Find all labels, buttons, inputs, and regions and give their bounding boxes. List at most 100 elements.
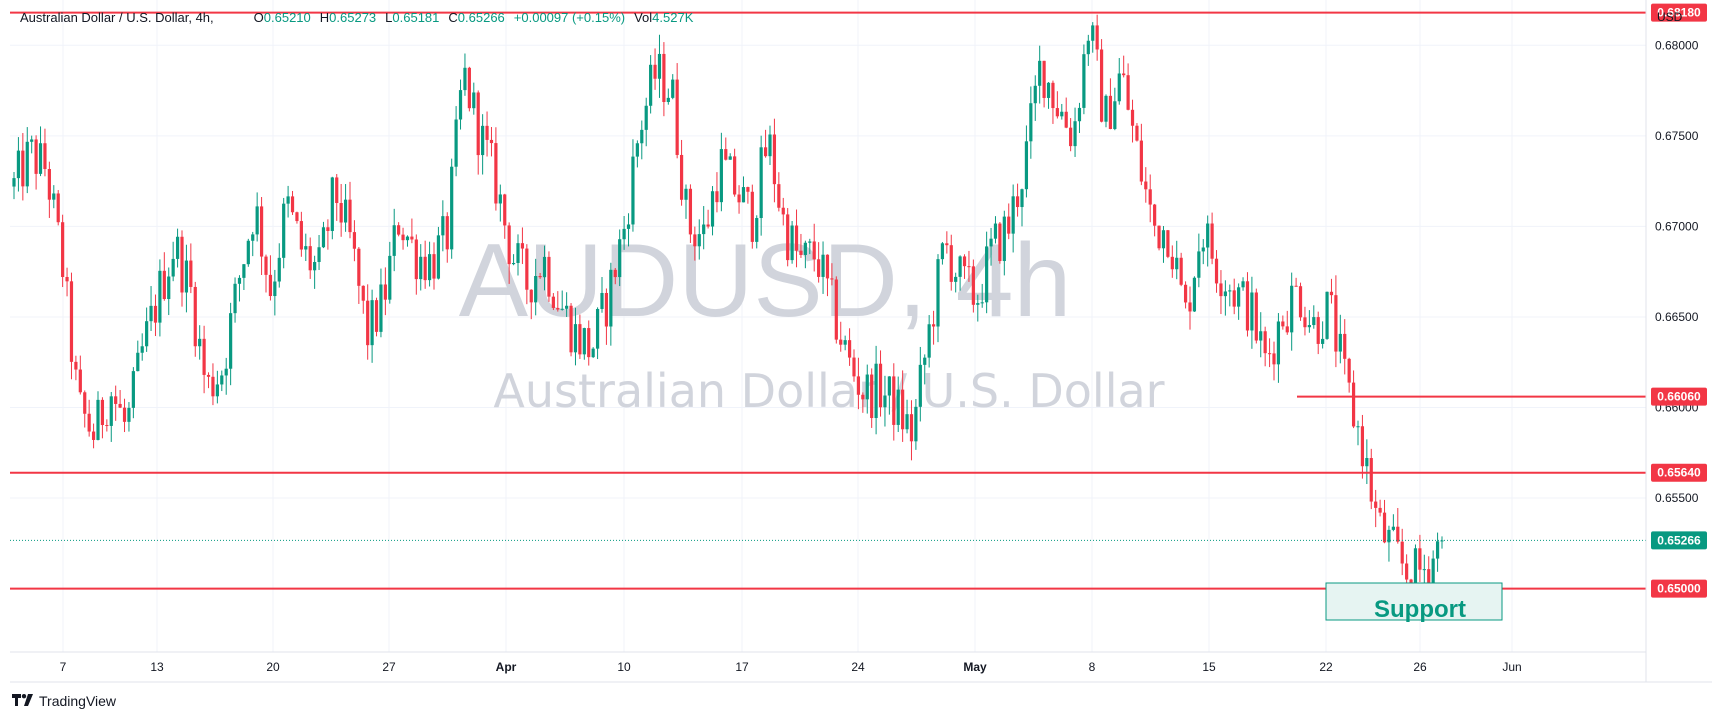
candle-body (936, 259, 940, 327)
candle-body (388, 255, 392, 300)
candle-body (175, 236, 180, 259)
open-label: O (253, 10, 264, 25)
candle-body (224, 368, 228, 376)
candle-body (1144, 181, 1148, 190)
candle-body (180, 236, 184, 293)
candle-body (1254, 292, 1258, 341)
price-axis-ticks: 0.680000.675000.670000.665000.660000.655… (1655, 38, 1699, 505)
candle-body (1033, 85, 1037, 104)
candle-body (1069, 127, 1073, 147)
candle-body (1015, 196, 1020, 208)
candle-body (569, 305, 573, 353)
time-tick-label: 7 (60, 660, 67, 674)
candle-body (255, 206, 259, 235)
candle-body (618, 239, 622, 278)
candle-body (109, 396, 113, 426)
support-label: Support (1374, 596, 1466, 623)
candle-body (211, 376, 215, 397)
candle-body (595, 308, 600, 349)
candle-body (348, 199, 352, 233)
candle-body (865, 374, 869, 400)
candle-body (445, 216, 449, 250)
candle-body (786, 214, 790, 261)
level-price-tag: 0.65640 (1651, 463, 1707, 482)
candle-body (87, 413, 91, 432)
candle-body (649, 64, 653, 106)
candle-body (693, 234, 697, 247)
candle-body (874, 363, 878, 419)
candle-body (498, 194, 502, 204)
candle-body (1077, 107, 1082, 122)
watermark: AUDUSD, 4h Australian Dollar / U.S. Doll… (459, 223, 1165, 418)
candle-body (1082, 54, 1086, 108)
price-tick-label: 0.65500 (1655, 491, 1699, 505)
candle-body (1046, 82, 1051, 98)
candle-body (282, 203, 286, 258)
last-price-tag-label: 0.65266 (1657, 533, 1701, 547)
candle-body (136, 352, 140, 372)
candle-body (308, 246, 312, 271)
candle-body (737, 194, 741, 203)
candle-body (264, 256, 268, 275)
candle-body (339, 203, 343, 223)
candle-body (949, 245, 953, 282)
candle-body (741, 187, 746, 203)
candle-body (622, 228, 626, 240)
candle-body (679, 154, 684, 200)
candle-body (578, 324, 582, 355)
candle-body (1374, 501, 1378, 508)
candle-body (78, 369, 82, 393)
candle-body (343, 199, 348, 223)
support-zone-rect[interactable] (1325, 582, 1503, 621)
candle-body (171, 258, 175, 277)
candle-body (525, 248, 529, 290)
candle-body (1210, 223, 1214, 259)
candle-body (1214, 258, 1219, 284)
candle-body (892, 376, 896, 425)
candle-body (1431, 558, 1435, 587)
close-label: C (448, 10, 458, 25)
price-tags: 0.68180 0.66060 0.65640 0.65000 0.65266 (1651, 3, 1707, 598)
candle-body (1321, 338, 1325, 344)
candle-body (410, 236, 414, 240)
candle-body (808, 241, 812, 243)
candle-body (1126, 75, 1130, 110)
candle-body (405, 236, 410, 241)
candle-body (414, 239, 418, 280)
candle-body (419, 256, 423, 280)
time-tick-label: 10 (617, 660, 631, 674)
candle-body (131, 371, 135, 408)
candle-body (494, 143, 498, 204)
candle-body (1427, 569, 1431, 587)
candle-body (675, 79, 679, 155)
candle-body (38, 143, 43, 174)
candle-body (458, 90, 463, 120)
candle-body (516, 243, 520, 263)
candle-body (1312, 317, 1316, 326)
candle-body (105, 425, 109, 427)
candle-body (1316, 317, 1320, 344)
tradingview-footer[interactable]: TradingView (12, 693, 116, 709)
candle-body (16, 150, 21, 179)
candle-body (684, 188, 688, 200)
candle-body (1170, 256, 1174, 270)
candle-body (834, 279, 838, 340)
candle-body (905, 414, 909, 430)
candle-body (1148, 189, 1152, 205)
candle-body (366, 300, 370, 346)
candle-body (321, 227, 326, 248)
volume-label: Vol (634, 10, 653, 25)
candle-body (1223, 291, 1227, 297)
candle-body (1263, 331, 1267, 354)
candle-body (719, 149, 723, 203)
candle-body (542, 256, 547, 278)
candle-body (534, 275, 538, 303)
candle-body (34, 139, 38, 174)
candle-body (503, 194, 507, 226)
candle-body (993, 223, 998, 239)
support-zone[interactable]: Support (1325, 582, 1503, 623)
candle-body (392, 225, 396, 256)
candle-body (1219, 283, 1223, 297)
candle-body (1011, 196, 1015, 234)
